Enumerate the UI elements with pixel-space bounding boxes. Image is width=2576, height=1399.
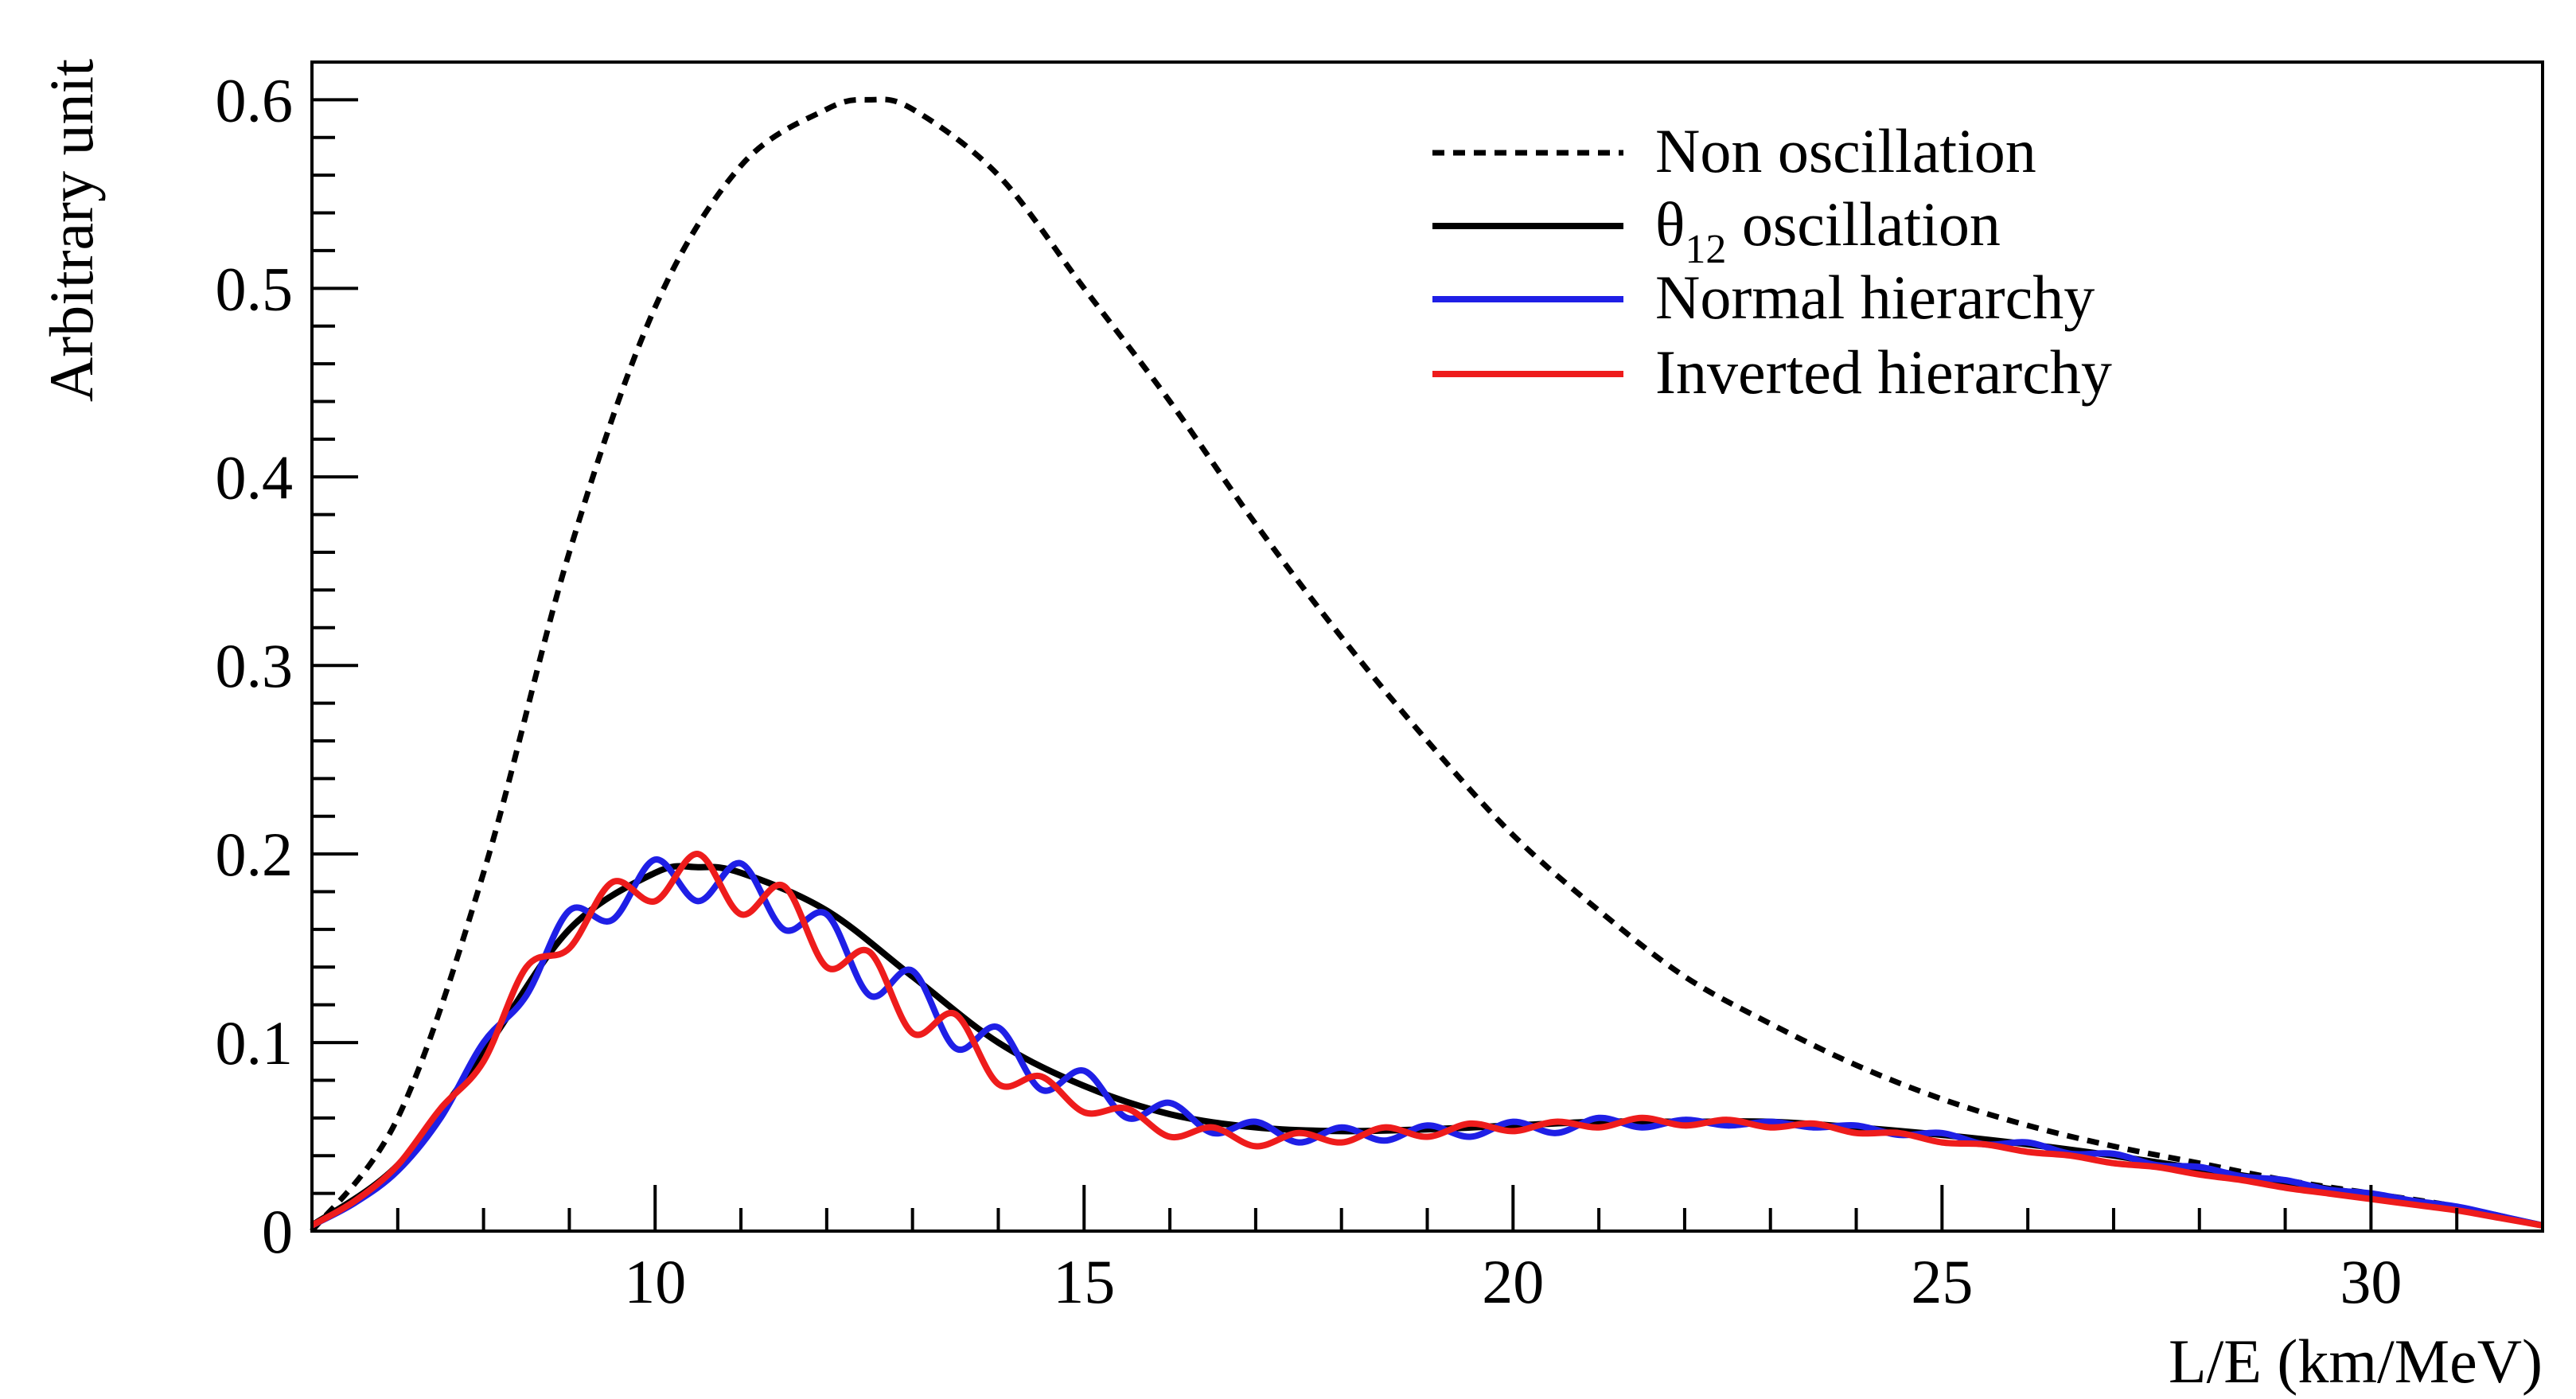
y-tick-label: 0.3 bbox=[216, 631, 294, 700]
x-tick-label: 25 bbox=[1911, 1247, 1973, 1316]
plot-frame bbox=[310, 60, 2544, 1233]
x-tick-label: 20 bbox=[1482, 1247, 1544, 1316]
y-tick-label: 0.1 bbox=[216, 1008, 294, 1078]
x-tick-label: 30 bbox=[2340, 1247, 2402, 1316]
y-axis-title: Arbitrary unit bbox=[37, 59, 106, 402]
series-line-normal-hierarchy bbox=[310, 856, 2543, 1229]
series-layer bbox=[310, 96, 2543, 1233]
series-line-non-oscillation bbox=[310, 96, 2543, 1233]
axes-layer: 0 0.1 0.2 0.3 0.4 0.5 0.6 10 15 20 25 30 bbox=[216, 60, 2544, 1316]
y-tick-label: 0 bbox=[262, 1197, 293, 1266]
y-tick-label: 0.6 bbox=[216, 65, 294, 134]
y-tick-label: 0.2 bbox=[216, 820, 294, 889]
series-line-inverted-hierarchy bbox=[310, 851, 2543, 1229]
legend-label: Normal hierarchy bbox=[1655, 263, 2095, 332]
x-tick-label: 10 bbox=[624, 1247, 686, 1316]
legend-label: Non oscillation bbox=[1655, 116, 2036, 185]
legend-label: θ12 oscillation bbox=[1655, 189, 2001, 272]
legend-label: Inverted hierarchy bbox=[1655, 337, 2112, 407]
x-axis-title: L/E (km/MeV) bbox=[2169, 1327, 2543, 1396]
x-tick-label: 15 bbox=[1053, 1247, 1115, 1316]
y-tick-label: 0.5 bbox=[216, 254, 294, 323]
y-tick-label: 0.4 bbox=[216, 442, 294, 512]
